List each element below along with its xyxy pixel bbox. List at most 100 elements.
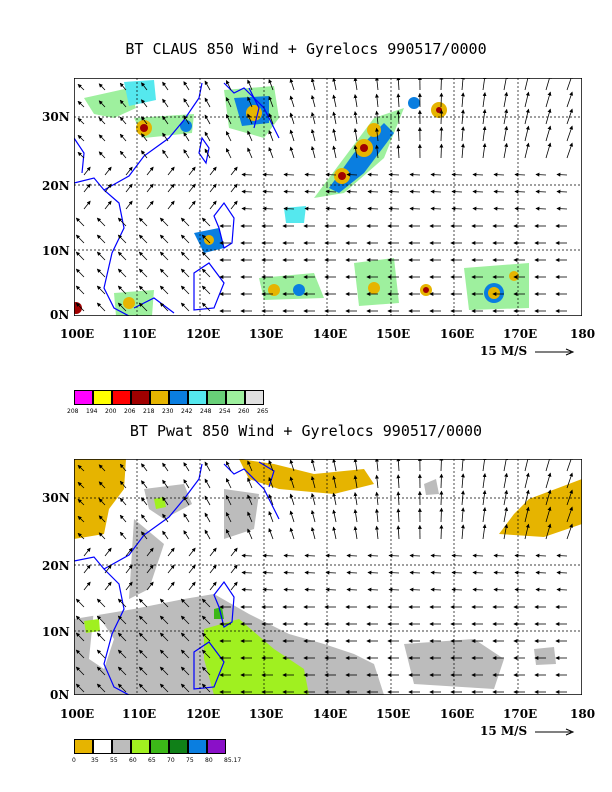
- wind-vector: [247, 460, 253, 472]
- wind-vector: [310, 475, 316, 489]
- wind-vector: [141, 116, 148, 125]
- wind-vector: [162, 513, 169, 523]
- wind-vector: [374, 508, 379, 523]
- wind-vector: [268, 112, 274, 125]
- wind-vector: [247, 79, 253, 91]
- colorbar-label: 35: [91, 757, 99, 764]
- wind-vector: [545, 108, 552, 125]
- wind-vector: [310, 145, 316, 159]
- wind-vector: [138, 285, 148, 295]
- wind-vector: [226, 478, 232, 489]
- panel1-grid: [74, 78, 582, 316]
- colorbar-swatch: [150, 390, 169, 405]
- panel2-xlabel-120e: 120E: [186, 707, 221, 721]
- wind-vector: [167, 166, 175, 176]
- wind-vector: [310, 94, 316, 108]
- wind-vector: [96, 285, 106, 295]
- wind-vector: [141, 99, 148, 108]
- wind-vector: [353, 77, 358, 91]
- wind-vector: [503, 489, 509, 506]
- wind-vector: [460, 92, 465, 108]
- panel1-colorbar-labels: 208 194 200 206 218 230 242 248 254 260 265: [67, 408, 268, 416]
- wind-vector: [268, 95, 274, 108]
- colorbar-swatch: [93, 739, 112, 754]
- colorbar-label: 260: [238, 408, 250, 415]
- panel2-grid: [74, 459, 582, 695]
- wind-vector: [119, 133, 127, 142]
- wind-vector: [332, 77, 337, 91]
- wind-vector: [503, 506, 509, 523]
- wind-vector: [201, 683, 211, 693]
- wind-vector: [482, 507, 487, 523]
- wind-vector: [98, 481, 106, 489]
- wind-vector: [146, 183, 154, 193]
- wind-vector: [201, 251, 211, 261]
- wind-vector: [460, 507, 465, 523]
- wind-vector: [247, 511, 253, 523]
- colorbar-label: 218: [143, 408, 155, 415]
- wind-vector: [310, 128, 316, 142]
- wind-vector: [117, 251, 127, 261]
- wind-vector: [75, 683, 85, 693]
- panel1-wind-vectors: [75, 74, 573, 313]
- wind-vector: [159, 598, 169, 608]
- wind-vector: [98, 117, 106, 125]
- wind-vector: [104, 547, 112, 557]
- colorbar-label: 242: [181, 408, 193, 415]
- wind-vector: [188, 166, 196, 176]
- wind-vector: [566, 489, 573, 506]
- wind-vector: [180, 632, 190, 642]
- wind-vector: [162, 479, 169, 489]
- wind-vector: [183, 115, 190, 125]
- wind-vector: [83, 200, 91, 210]
- wind-vector: [482, 490, 487, 506]
- wind-vector: [117, 666, 127, 676]
- wind-vector: [180, 598, 190, 608]
- wind-vector: [247, 477, 253, 489]
- wind-vector: [201, 649, 211, 659]
- wind-vector: [98, 532, 106, 540]
- panel1-ylabel-10n: 10N: [42, 244, 70, 258]
- wind-vector: [482, 109, 487, 125]
- wind-vector: [96, 251, 106, 261]
- wind-vector: [524, 142, 530, 159]
- wind-vector: [98, 83, 106, 91]
- wind-vector: [183, 496, 190, 506]
- wind-vector: [374, 127, 379, 142]
- wind-vector: [332, 128, 337, 142]
- wind-vector: [141, 150, 148, 159]
- wind-vector: [119, 82, 127, 91]
- wind-vector: [566, 506, 573, 523]
- colorbar-swatch: [131, 739, 150, 754]
- panel1-map: [70, 74, 583, 320]
- wind-vector: [83, 183, 91, 193]
- panel2-xlabel-160e: 160E: [440, 707, 475, 721]
- panel1-ylabel-30n: 30N: [42, 110, 70, 124]
- wind-vector: [117, 217, 127, 227]
- wind-vector: [204, 478, 211, 489]
- wind-vector: [77, 464, 85, 472]
- wind-vector: [226, 114, 232, 125]
- wind-vector: [75, 268, 85, 278]
- wind-vector: [138, 666, 148, 676]
- colorbar-label: 208: [67, 408, 79, 415]
- wind-vector: [75, 251, 85, 261]
- wind-vector: [98, 498, 106, 506]
- panel1-scale-label: 15 M/S: [480, 344, 528, 358]
- wind-vector: [119, 463, 127, 472]
- wind-vector: [374, 525, 379, 540]
- colorbar-label: 254: [219, 408, 231, 415]
- wind-vector: [201, 598, 211, 608]
- wind-vector: [374, 93, 379, 108]
- wind-vector: [545, 506, 552, 523]
- wind-vector: [180, 251, 190, 261]
- wind-vector: [482, 524, 487, 540]
- wind-vector: [524, 489, 530, 506]
- wind-vector: [247, 147, 253, 159]
- wind-vector: [353, 145, 358, 159]
- wind-vector: [75, 234, 85, 244]
- wind-vector: [289, 146, 295, 159]
- wind-vector: [247, 494, 253, 506]
- wind-vector: [77, 532, 85, 540]
- wind-vector: [104, 564, 112, 574]
